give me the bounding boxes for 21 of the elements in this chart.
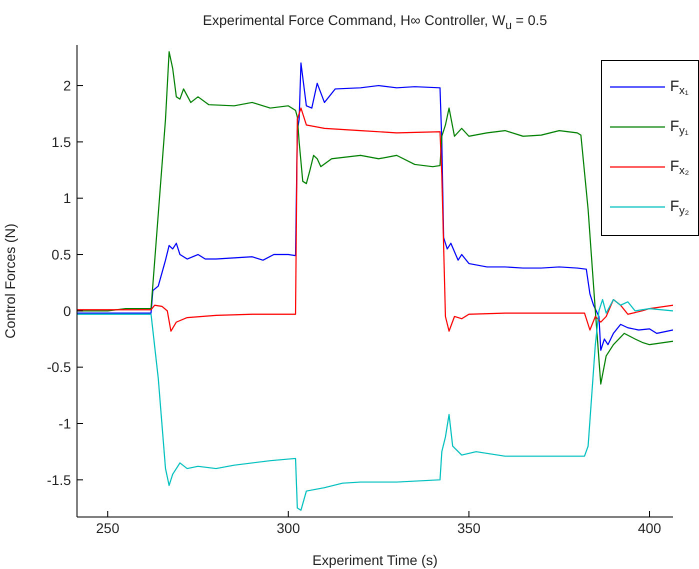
y-tick-label: -0.5	[46, 359, 72, 376]
x-tick-label: 300	[276, 520, 300, 536]
x-tick-label: 400	[638, 520, 662, 536]
legend-label: F$_{x₂}$	[670, 158, 690, 178]
y-tick-label: 1.5	[52, 134, 72, 150]
y-tick-label: 0.5	[52, 246, 72, 262]
legend-label: F$_{y₁}$	[670, 118, 689, 138]
y-tick-label: 0	[63, 302, 72, 319]
legend-label: F$_{x₁}$	[670, 78, 689, 98]
line-series	[77, 298, 673, 511]
y-tick-label: 1	[63, 190, 72, 206]
y-tick-label: -1	[58, 415, 72, 432]
y-tick-label: -1.5	[46, 472, 72, 488]
x-axis-title: Experiment Time (s)	[312, 552, 438, 568]
x-tick-label: 350	[457, 520, 481, 536]
chart-title: Experimental Force Command, H∞ Controller, W$_{u}$ = 0.5	[202, 12, 548, 32]
line-series	[77, 107, 673, 332]
y-axis-title: Control Forces (N)	[2, 223, 18, 339]
x-tick-label: 250	[96, 520, 120, 536]
y-tick-label: 2	[63, 78, 72, 94]
legend-label: F$_{y₂}$	[670, 198, 690, 218]
